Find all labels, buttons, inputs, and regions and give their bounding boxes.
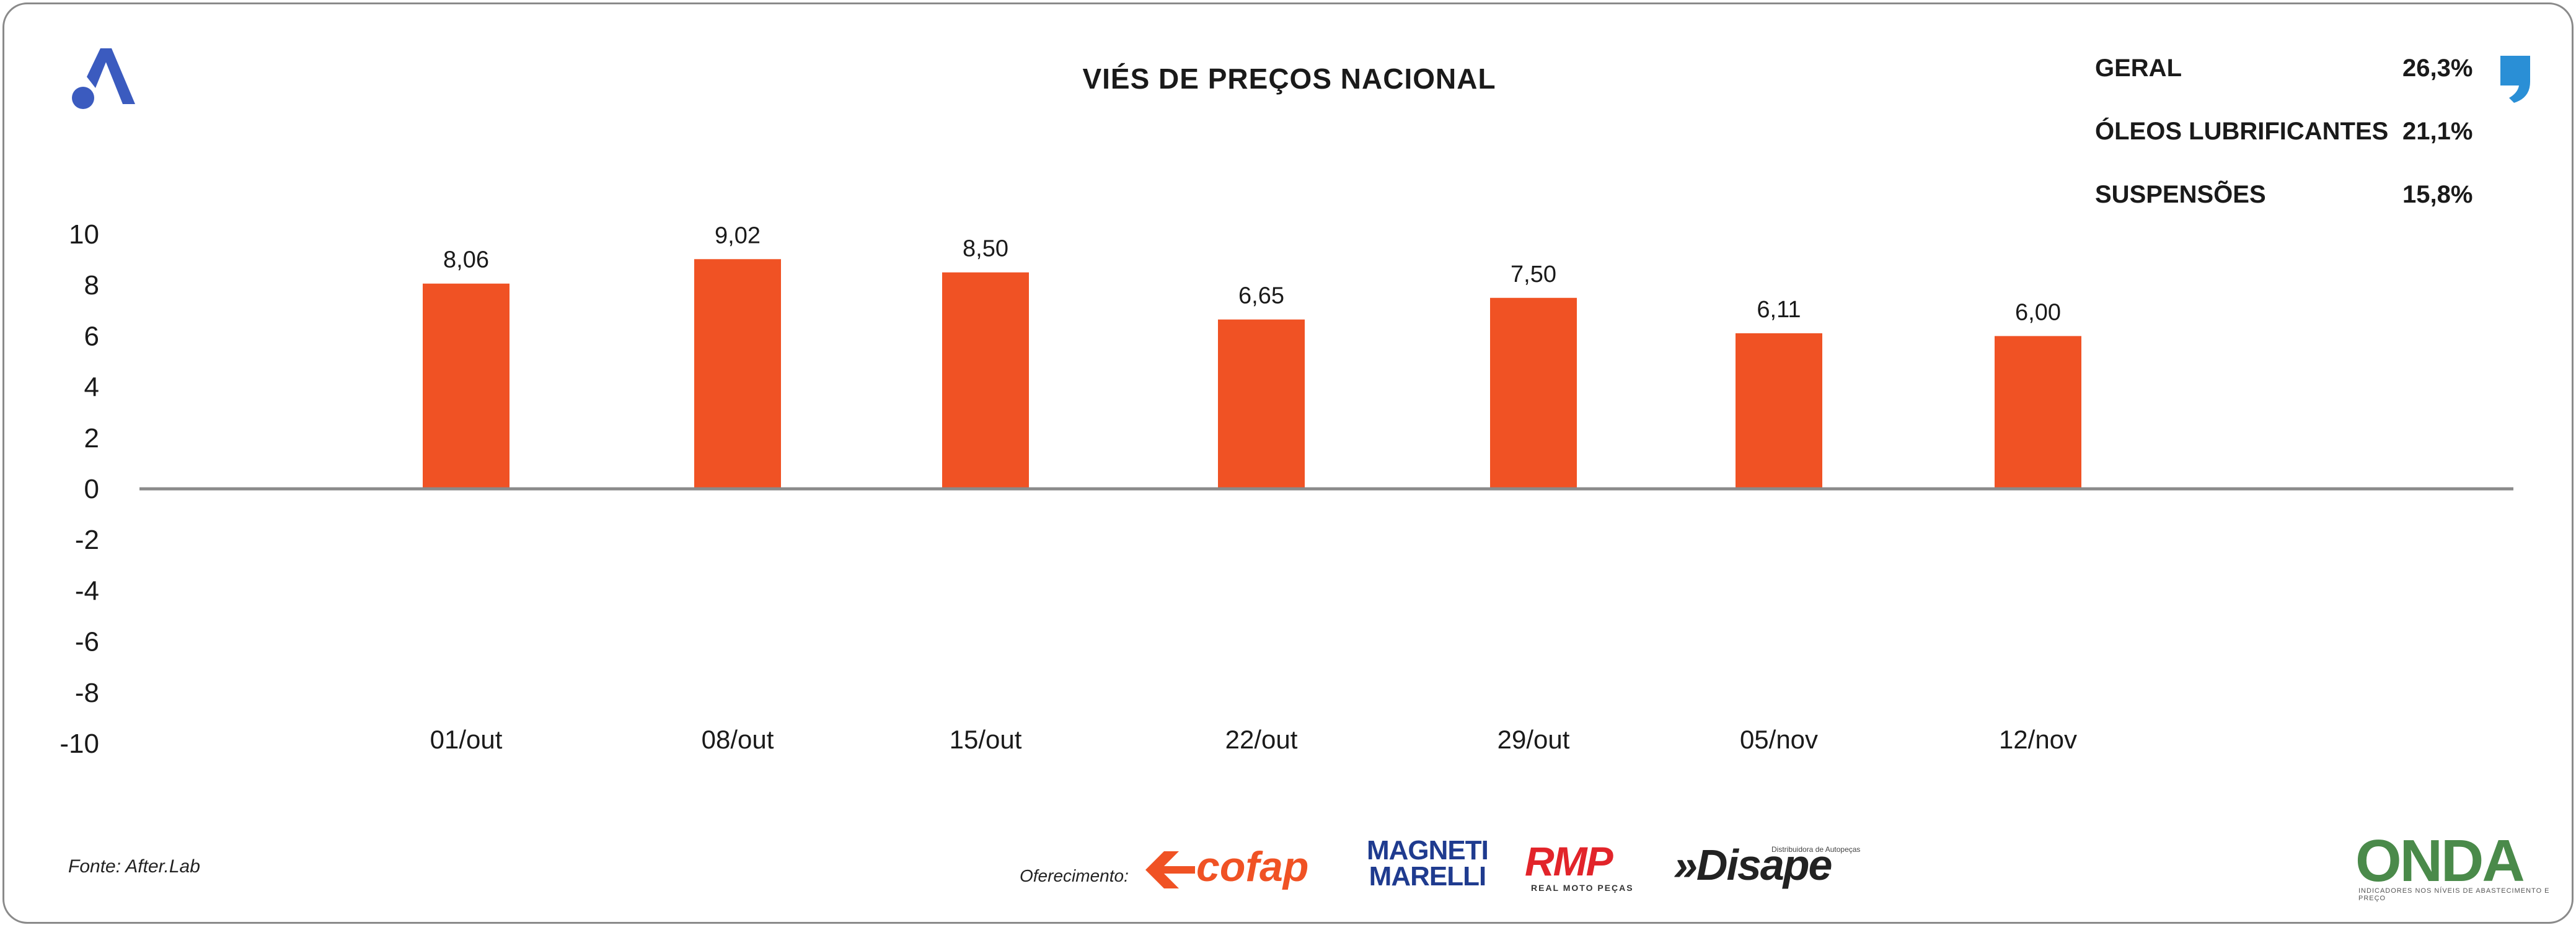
x-tick-label: 08/out [702, 725, 774, 754]
stat-value: 15,8% [2402, 181, 2473, 208]
bar [1736, 333, 1822, 489]
y-tick-label: -2 [75, 525, 99, 555]
stat-label: SUSPENSÕES [2095, 181, 2266, 208]
x-tick-label: 22/out [1225, 725, 1298, 754]
y-tick-label: 0 [84, 474, 99, 504]
bar-value-label: 8,06 [443, 247, 489, 273]
source-text: Fonte: After.Lab [68, 856, 200, 877]
y-tick-label: -10 [60, 729, 99, 759]
x-tick-label: 29/out [1498, 725, 1570, 754]
value-labels: 8,06 9,02 8,50 6,65 7,50 6,11 6,00 [443, 222, 2061, 325]
bar [694, 259, 781, 489]
stat-label: GERAL [2095, 55, 2182, 82]
sponsor-magneti-marelli-logo: MAGNETI MARELLI [1367, 835, 1489, 892]
x-tick-label: 15/out [950, 725, 1022, 754]
bar-value-label: 6,00 [2015, 299, 2061, 325]
cofap-logo-mark [1145, 851, 1195, 888]
stat-value: 21,1% [2402, 118, 2473, 145]
sponsor-rmp-subtitle: REAL MOTO PEÇAS [1531, 883, 1634, 893]
bar-value-label: 6,65 [1238, 283, 1284, 309]
bar-value-label: 9,02 [715, 222, 761, 248]
y-tick-label: 2 [84, 423, 99, 454]
bar-value-label: 7,50 [1511, 261, 1556, 287]
sponsor-rmp-logo: RMP [1525, 838, 1613, 884]
onda-logo: ONDA [2355, 828, 2525, 894]
bar-value-label: 6,11 [1757, 297, 1801, 323]
sponsor-label: Oferecimento: [1020, 866, 1129, 885]
x-axis-labels: 01/out 08/out 15/out 22/out 29/out 05/nov 12/n… [430, 725, 2077, 754]
bar [1995, 336, 2081, 489]
x-tick-label: 05/nov [1740, 725, 1818, 754]
sponsor-disape-subtitle: Distribuidora de Autopeças [1771, 845, 1861, 854]
onda-subtitle: INDICADORES NOS NÍVEIS DE ABASTECIMENTO … [2358, 887, 2550, 902]
y-axis-ticks: 10 8 6 4 2 0 -2 -4 -6 -8 -10 [60, 219, 99, 759]
chart-title: VIÉS DE PREÇOS NACIONAL [1082, 63, 1496, 95]
logo-a-icon [72, 48, 135, 109]
bar [423, 283, 509, 489]
y-tick-label: 10 [69, 219, 99, 250]
x-tick-label: 01/out [430, 725, 503, 754]
bar [1218, 319, 1305, 489]
bars [423, 259, 2081, 489]
y-tick-label: -6 [75, 627, 99, 657]
stat-label: ÓLEOS LUBRIFICANTES [2095, 118, 2389, 145]
stat-value: 26,3% [2402, 55, 2473, 82]
y-tick-label: 4 [84, 372, 99, 403]
quote-mark-icon [2500, 56, 2530, 103]
y-tick-label: 8 [84, 270, 99, 300]
y-tick-label: -8 [75, 678, 99, 708]
bar-value-label: 8,50 [963, 236, 1008, 262]
y-tick-label: -4 [75, 576, 99, 606]
bar [942, 272, 1029, 489]
sponsor-cofap-logo: cofap [1196, 843, 1309, 890]
bar [1490, 297, 1577, 489]
x-tick-label: 12/nov [1999, 725, 2077, 754]
sponsor-disape-logo: »Disape [1674, 841, 1832, 889]
y-tick-label: 6 [84, 321, 99, 351]
